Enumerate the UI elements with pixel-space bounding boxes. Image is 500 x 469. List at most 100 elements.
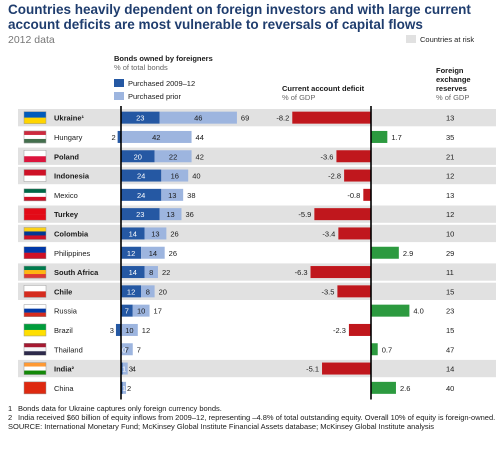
label-prior-india: 3 [129, 365, 133, 374]
bar-recent-india [121, 362, 123, 375]
country-label-hungary: Hungary [54, 133, 83, 142]
fx-reserves-hungary: 35 [446, 133, 454, 142]
bar-current-account-indonesia [344, 169, 371, 182]
label-prior-colombia: 13 [151, 229, 159, 238]
bar-recent-poland [121, 150, 155, 163]
label-prior-china: 2 [127, 384, 131, 393]
total-india: 4 [132, 365, 136, 374]
bar-recent-ukraine [121, 111, 160, 124]
legend-countries-at-risk-label: Countries at risk [420, 35, 475, 44]
country-label-poland: Poland [54, 152, 79, 161]
label-recent-hungary: 2 [111, 133, 115, 142]
flag-brazil-border [23, 323, 47, 337]
fx-reserves-russia: 23 [446, 307, 454, 316]
flag-turkey-stripe [24, 208, 46, 215]
country-label-russia: Russia [54, 307, 78, 316]
bar-prior-thailand [121, 343, 133, 356]
flag-hungary-border [23, 130, 47, 144]
total-thailand: 7 [137, 345, 141, 354]
flag-poland-stripe [24, 150, 46, 157]
bar-current-account-poland [336, 150, 371, 163]
flag-philippines-stripe [24, 252, 46, 259]
flag-hungary-icon [23, 130, 47, 144]
fx-reserves-brazil: 15 [446, 326, 454, 335]
label-current-account-chile: -3.5 [321, 287, 334, 296]
footnote-1-text: Bonds data for Ukraine captures only for… [18, 404, 222, 413]
fx-reserves-colombia: 10 [446, 229, 454, 238]
fx-reserves-india: 14 [446, 365, 454, 374]
country-label-colombia: Colombia [54, 229, 89, 238]
label-recent-chile: 12 [127, 287, 135, 296]
label-recent-poland: 20 [134, 152, 142, 161]
country-label-chile: Chile [54, 287, 72, 296]
bar-current-account-mexico [363, 188, 371, 201]
bar-prior-philippines [141, 246, 165, 259]
legend-purchased-recent: Purchased 2009–12 [114, 79, 195, 88]
bar-current-account-turkey [314, 208, 371, 221]
bonds-panel-title: Bonds owned by foreigners [114, 54, 213, 63]
label-current-account-thailand: 0.7 [382, 345, 392, 354]
flag-mexico-stripe [24, 196, 46, 202]
bar-current-account-hungary [371, 130, 388, 143]
bar-recent-colombia [121, 227, 145, 240]
bar-recent-china [121, 381, 123, 394]
label-current-account-hungary: 1.7 [391, 133, 401, 142]
label-recent-colombia: 14 [129, 229, 137, 238]
country-label-south-africa: South Africa [54, 268, 99, 277]
flag-south-africa-border [23, 265, 47, 279]
country-label-india: India² [54, 365, 75, 374]
fx-reserves-chile: 15 [446, 287, 454, 296]
flag-ukraine-stripe [24, 111, 46, 118]
bar-prior-brazil [121, 323, 138, 336]
total-russia: 17 [154, 307, 162, 316]
flag-indonesia-stripe [24, 175, 46, 182]
fx-reserves-indonesia: 12 [446, 172, 454, 181]
bar-current-account-india [322, 362, 371, 375]
flag-brazil-icon [23, 323, 47, 337]
label-current-account-india: -5.1 [306, 365, 319, 374]
label-current-account-china: 2.6 [400, 384, 410, 393]
fx-reserves-title: Foreign exchange reserves [436, 66, 471, 93]
bonds-panel-header: Bonds owned by foreigners % of total bon… [114, 54, 213, 72]
flag-turkey-icon [23, 207, 47, 221]
flag-thailand-icon [23, 343, 47, 356]
flag-poland-icon [23, 150, 47, 163]
bar-recent-mexico [121, 188, 162, 201]
chart-title: Countries heavily dependent on foreign i… [8, 2, 471, 32]
label-recent-south-africa: 14 [129, 268, 137, 277]
bar-prior-india [122, 362, 128, 375]
label-recent-turkey: 23 [136, 210, 144, 219]
bar-prior-turkey [159, 208, 182, 221]
fx-reserves-ukraine: 13 [446, 114, 454, 123]
bar-current-account-thailand [371, 343, 378, 356]
flag-mexico-border [23, 188, 47, 202]
bar-current-account-south-africa [310, 266, 371, 279]
fx-reserves-turkey: 12 [446, 210, 454, 219]
flag-russia-border [23, 304, 47, 317]
total-hungary: 44 [196, 133, 204, 142]
risk-band-colombia [18, 224, 496, 243]
total-mexico: 38 [187, 191, 195, 200]
total-south-africa: 22 [162, 268, 170, 277]
total-indonesia: 40 [192, 172, 200, 181]
bar-prior-hungary [121, 130, 192, 143]
label-current-account-russia: 4.0 [413, 307, 423, 316]
label-current-account-turkey: -5.9 [298, 210, 311, 219]
bar-current-account-china [371, 381, 396, 394]
risk-band-ukraine [18, 109, 496, 127]
bonds-panel-unit: % of total bonds [114, 63, 168, 72]
country-label-indonesia: Indonesia [54, 172, 90, 181]
flag-poland-border [23, 150, 47, 163]
risk-band-turkey [18, 205, 496, 223]
flag-india-icon [23, 362, 47, 375]
fx-reserves-china: 40 [446, 384, 454, 393]
flag-mexico-stripe [24, 188, 46, 194]
flag-india-stripe [24, 366, 46, 371]
flag-south-africa-stripe [24, 266, 46, 271]
bar-current-account-colombia [338, 227, 371, 240]
bar-recent-chile [121, 285, 142, 298]
label-prior-hungary: 42 [152, 133, 160, 142]
risk-band-swatch [406, 35, 416, 43]
bar-recent-hungary [117, 130, 121, 143]
bar-prior-ukraine [159, 111, 237, 124]
